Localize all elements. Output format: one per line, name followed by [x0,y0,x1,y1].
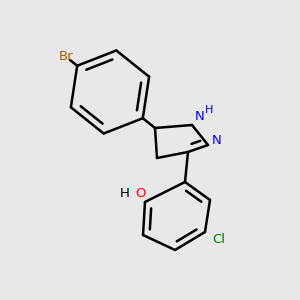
Text: N: N [212,134,222,148]
Text: O: O [135,187,146,200]
Text: Cl: Cl [212,233,226,246]
Text: H: H [119,187,129,200]
Text: H: H [205,105,213,115]
Text: Br: Br [58,50,73,63]
Text: N: N [195,110,205,124]
